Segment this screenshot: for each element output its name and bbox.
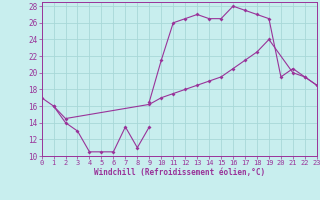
X-axis label: Windchill (Refroidissement éolien,°C): Windchill (Refroidissement éolien,°C) xyxy=(94,168,265,177)
